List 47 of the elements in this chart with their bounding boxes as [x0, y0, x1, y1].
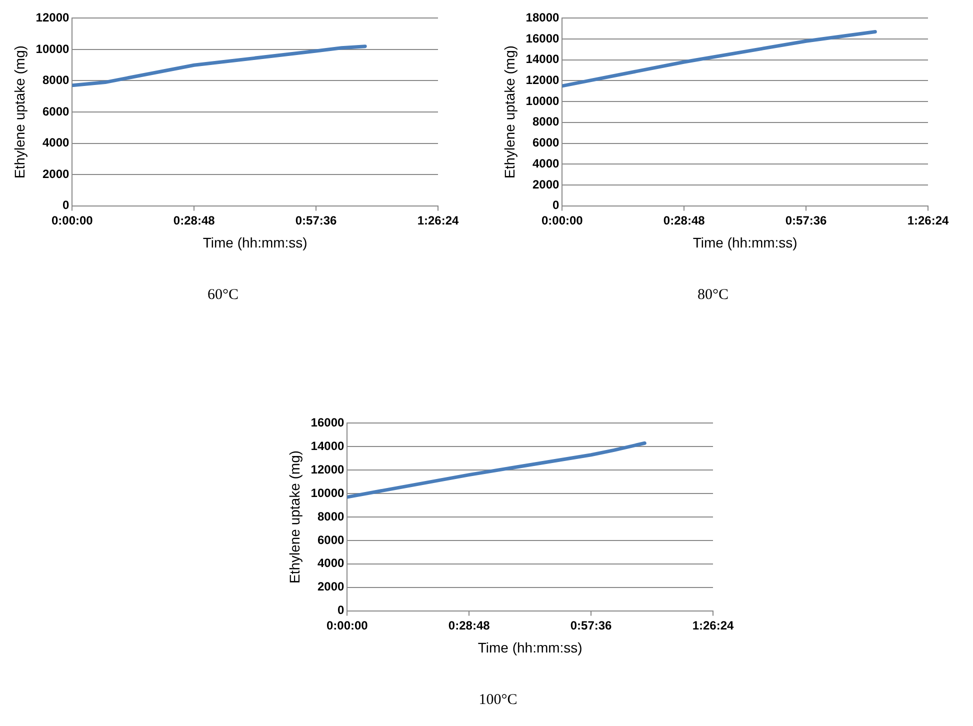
y-tick-label: 12000 [526, 73, 560, 88]
x-tick-label: 1:26:24 [692, 618, 734, 632]
x-tick-label: 1:26:24 [417, 213, 459, 228]
x-tick-label: 0:00:00 [51, 213, 94, 228]
y-tick-label: 6000 [532, 136, 560, 150]
x-tick-label: 0:28:48 [663, 213, 706, 228]
y-tick-label: 10000 [36, 42, 70, 56]
y-tick-label: 2000 [532, 177, 560, 192]
y-tick-label: 0 [552, 198, 560, 212]
y-tick-label: 12000 [36, 10, 70, 25]
y-tick-label: 14000 [526, 52, 560, 66]
y-tick-label: 16000 [526, 31, 560, 46]
y-tick-label: 8000 [42, 73, 70, 88]
x-axis-title: Time (hh:mm:ss) [202, 234, 308, 250]
y-tick-label: 12000 [310, 462, 344, 476]
y-tick-label: 10000 [526, 94, 560, 108]
y-tick-label: 10000 [310, 486, 344, 500]
y-tick-label: 0 [337, 603, 344, 618]
y-tick-label: 4000 [42, 136, 70, 150]
text: 100°C [478, 692, 518, 708]
y-tick-label: 2000 [42, 166, 70, 181]
x-tick-label: 0:28:48 [448, 618, 490, 632]
x-tick-label: 1:26:24 [907, 213, 949, 228]
x-axis-title: Time (hh:mm:ss) [692, 234, 798, 250]
y-tick-label: 8000 [532, 114, 560, 129]
y-axis-title: Ethylene uptake (mg) [11, 45, 28, 179]
y-tick-label: 8000 [317, 509, 344, 524]
y-tick-label: 0 [62, 198, 70, 212]
text: 60°C [207, 286, 239, 303]
x-tick-label: 0:57:36 [785, 213, 828, 228]
y-tick-label: 6000 [317, 532, 344, 547]
y-tick-label: 6000 [42, 104, 70, 118]
x-tick-label: 0:00:00 [326, 618, 368, 632]
x-tick-label: 0:28:48 [173, 213, 216, 228]
y-tick-label: 16000 [310, 416, 344, 430]
y-tick-label: 4000 [532, 156, 560, 170]
y-tick-label: 2000 [317, 580, 344, 594]
text: 80°C [697, 286, 729, 303]
x-tick-label: 0:57:36 [295, 213, 338, 228]
y-axis-title: Ethylene uptake (mg) [501, 45, 518, 179]
y-tick-label: 18000 [526, 10, 560, 25]
y-tick-label: 4000 [317, 556, 344, 570]
x-tick-label: 0:57:36 [570, 618, 612, 632]
x-tick-label: 0:00:00 [541, 213, 584, 228]
y-tick-label: 14000 [310, 438, 344, 453]
x-axis-title: Time (hh:mm:ss) [478, 639, 582, 656]
y-axis-title: Ethylene uptake (mg) [286, 450, 302, 584]
